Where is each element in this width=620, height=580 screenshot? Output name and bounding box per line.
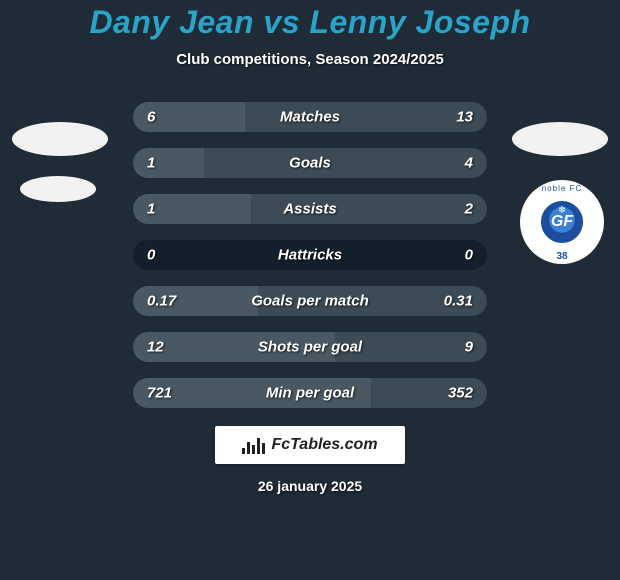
stat-value-left: 0.17 bbox=[147, 293, 176, 310]
stat-row: 6 13 Matches bbox=[133, 102, 487, 132]
stat-value-right: 352 bbox=[448, 385, 473, 402]
stat-label: Shots per goal bbox=[258, 339, 362, 356]
club-right-crest: noble FC ❄ GF 38 bbox=[520, 180, 604, 264]
stat-label: Assists bbox=[283, 201, 336, 218]
stat-value-right: 9 bbox=[465, 339, 473, 356]
stat-value-left: 0 bbox=[147, 247, 155, 264]
date-text: 26 january 2025 bbox=[0, 478, 620, 494]
stat-label: Goals per match bbox=[251, 293, 369, 310]
fctables-logo: FcTables.com bbox=[215, 426, 405, 464]
stat-value-right: 13 bbox=[456, 109, 473, 126]
stat-row: 721 352 Min per goal bbox=[133, 378, 487, 408]
club-number: 38 bbox=[556, 251, 567, 262]
stat-value-left: 1 bbox=[147, 201, 155, 218]
stat-row: 1 4 Goals bbox=[133, 148, 487, 178]
player-right-badge-placeholder bbox=[512, 122, 608, 156]
bar-chart-icon bbox=[242, 436, 265, 454]
stat-row: 1 2 Assists bbox=[133, 194, 487, 224]
stat-value-right: 4 bbox=[465, 155, 473, 172]
stat-value-left: 721 bbox=[147, 385, 172, 402]
stat-rows: 613Matches14Goals12Assists00Hattricks0.1… bbox=[133, 102, 487, 408]
player-left-badge-placeholder-2 bbox=[20, 176, 96, 202]
club-crest-inner: ❄ GF bbox=[537, 197, 587, 247]
page-title: Dany Jean vs Lenny Joseph bbox=[0, 4, 620, 41]
stat-row: 12 9 Shots per goal bbox=[133, 332, 487, 362]
stat-label: Min per goal bbox=[266, 385, 354, 402]
stat-value-left: 1 bbox=[147, 155, 155, 172]
player-left-badge-placeholder bbox=[12, 122, 108, 156]
club-arc-text: noble FC bbox=[542, 184, 582, 193]
stat-label: Hattricks bbox=[278, 247, 342, 264]
stat-fill-left bbox=[133, 148, 204, 178]
stat-label: Matches bbox=[280, 109, 340, 126]
stat-fill-right bbox=[204, 148, 487, 178]
stat-label: Goals bbox=[289, 155, 331, 172]
stat-value-right: 0 bbox=[465, 247, 473, 264]
stat-row: 0.17 0.31 Goals per match bbox=[133, 286, 487, 316]
stat-value-right: 0.31 bbox=[444, 293, 473, 310]
stat-value-left: 6 bbox=[147, 109, 155, 126]
stat-value-left: 12 bbox=[147, 339, 164, 356]
brand-text: FcTables.com bbox=[271, 436, 377, 454]
stat-row: 0 0 Hattricks bbox=[133, 240, 487, 270]
comparison-card: Dany Jean vs Lenny Joseph Club competiti… bbox=[0, 0, 620, 580]
stat-value-right: 2 bbox=[465, 201, 473, 218]
subtitle: Club competitions, Season 2024/2025 bbox=[0, 51, 620, 68]
snowflake-icon: ❄ bbox=[558, 205, 566, 216]
